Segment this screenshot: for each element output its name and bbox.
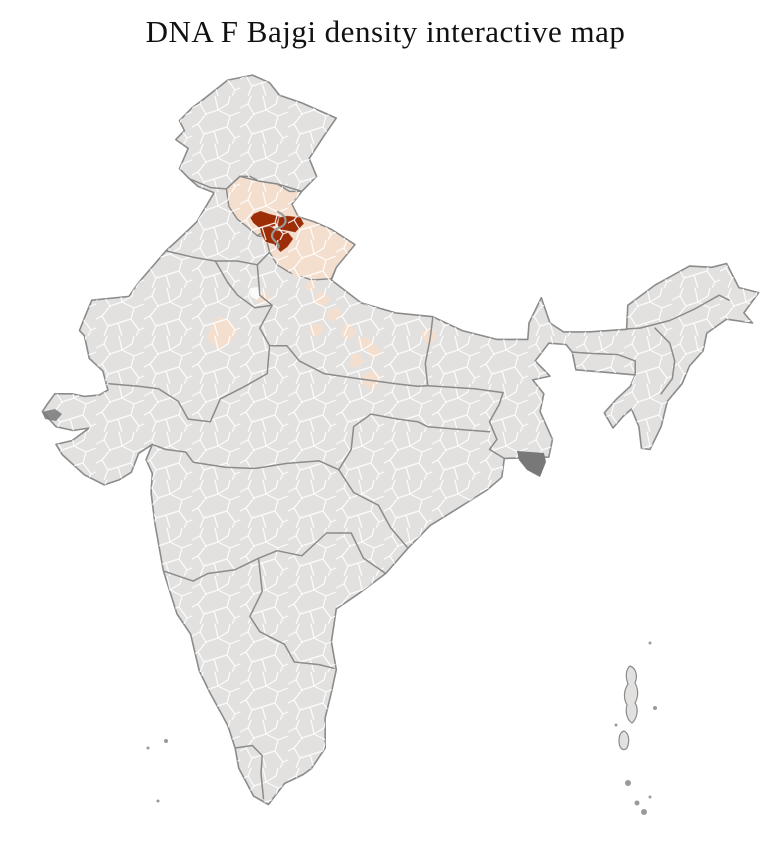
- state-borders: [108, 175, 730, 800]
- kutch-creek: [42, 409, 62, 421]
- islands: [146, 641, 657, 815]
- page-title: DNA F Bajgi density interactive map: [145, 14, 626, 49]
- district-borders-mesh: [42, 75, 759, 805]
- sundarbans-delta: [517, 451, 546, 477]
